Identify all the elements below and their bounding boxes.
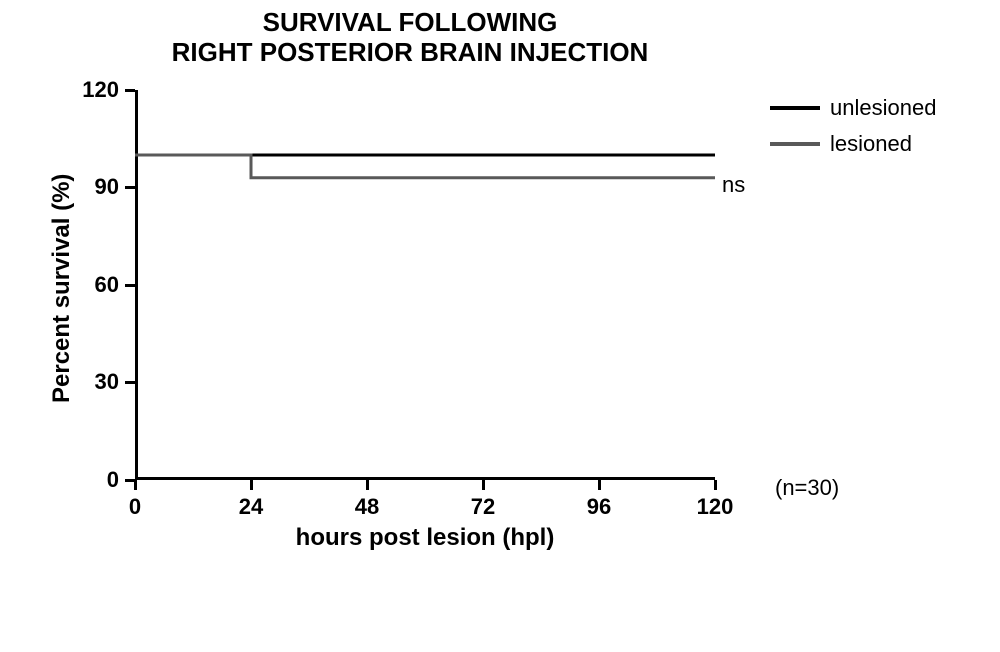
chart-canvas: SURVIVAL FOLLOWING RIGHT POSTERIOR BRAIN… xyxy=(0,0,1000,652)
annotation: ns xyxy=(722,172,745,198)
legend-label: lesioned xyxy=(830,131,912,157)
legend-swatch xyxy=(770,106,820,110)
legend-item: unlesioned xyxy=(770,95,936,121)
legend-item: lesioned xyxy=(770,131,936,157)
annotation: (n=30) xyxy=(775,475,839,501)
legend: unlesioned lesioned xyxy=(770,95,936,167)
legend-swatch xyxy=(770,142,820,146)
legend-label: unlesioned xyxy=(830,95,936,121)
series-lesioned xyxy=(135,155,715,178)
